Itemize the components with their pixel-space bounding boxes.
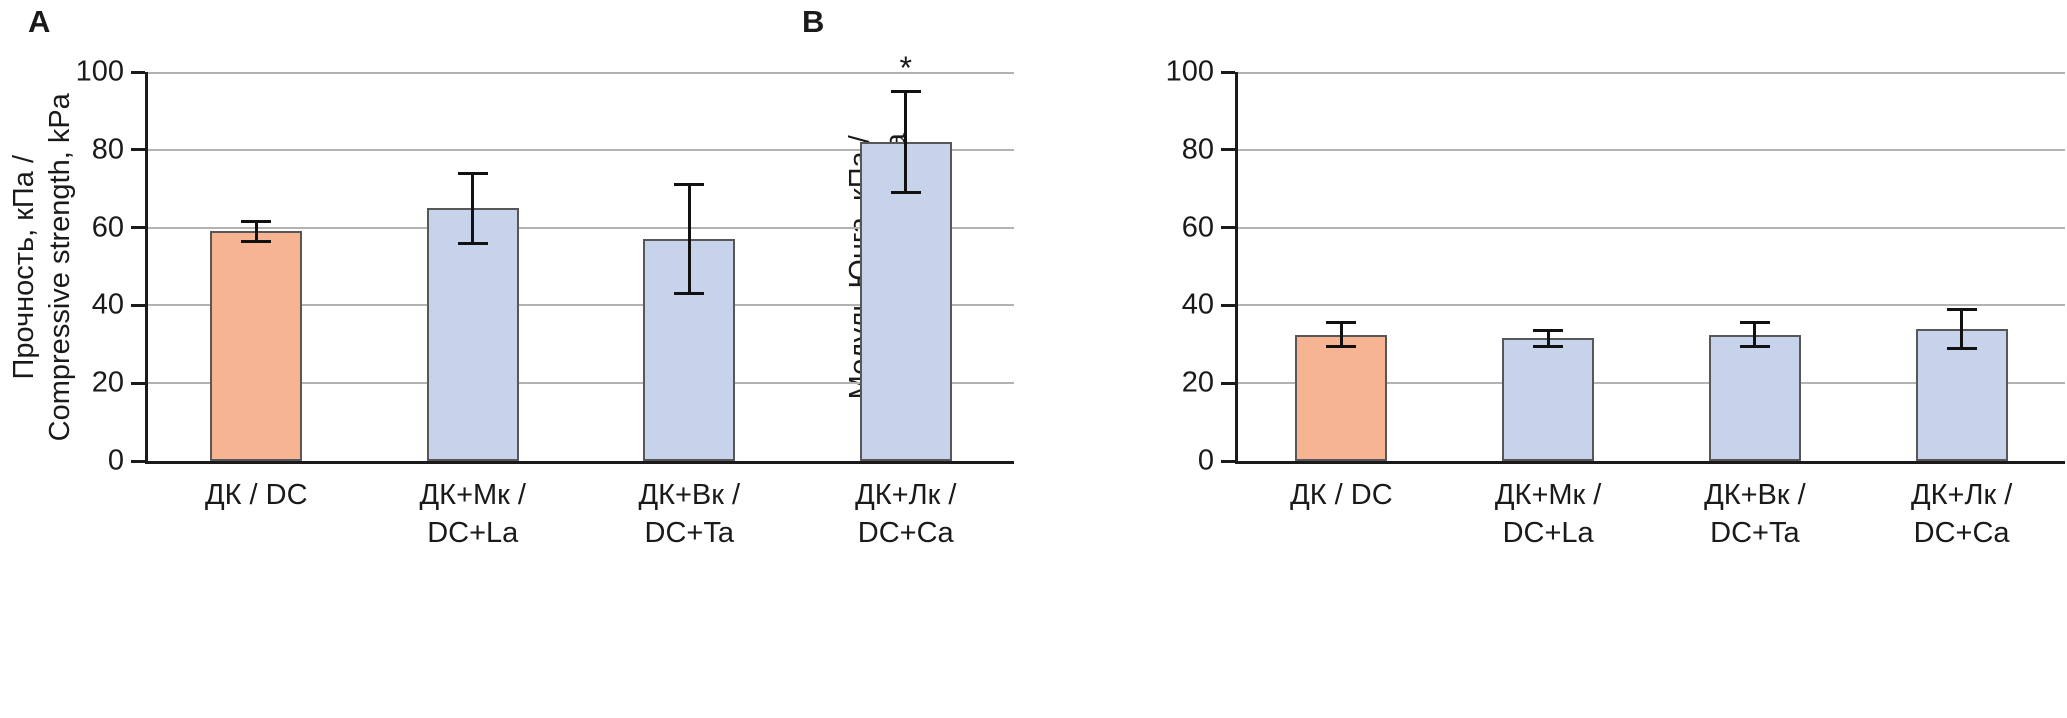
error-bar-cap xyxy=(457,171,488,175)
bar xyxy=(859,142,952,461)
error-bar-cap xyxy=(1739,344,1770,348)
y-tick-label: 100 xyxy=(75,55,124,88)
x-tick-label: ДК+Лк / DC+Ca xyxy=(1910,479,2013,549)
panel-b-label: B xyxy=(802,4,825,39)
error-bar-cap xyxy=(241,239,272,243)
y-tick-mark xyxy=(1221,70,1235,74)
y-tick-mark xyxy=(131,459,145,463)
gridline xyxy=(1238,304,2065,307)
y-tick-mark xyxy=(1221,148,1235,152)
error-bar-cap xyxy=(1946,307,1977,311)
y-tick-mark xyxy=(131,381,145,385)
bar xyxy=(1708,334,1801,461)
plot-area-b: 0 20 40 60 80 100 ДК / DC ДК+Мк / DC+La ДК+Вк / DC… xyxy=(1166,56,2065,549)
bar xyxy=(210,231,303,461)
x-tick-label: ДК+Мк / DC+La xyxy=(1494,479,1602,549)
error-bar xyxy=(904,91,908,193)
error-bar xyxy=(687,184,691,294)
panel-a-label: A xyxy=(28,4,51,39)
y-tick-label: 80 xyxy=(91,133,124,166)
error-bar xyxy=(1339,322,1343,347)
y-tick-label: 0 xyxy=(1197,444,1214,477)
bar xyxy=(1915,328,2008,461)
y-tick-mark xyxy=(131,303,145,307)
gridline xyxy=(148,148,1014,151)
error-bar-cap xyxy=(1946,346,1977,350)
error-bar-cap xyxy=(674,292,705,296)
error-bar-cap xyxy=(1326,344,1357,348)
error-bar xyxy=(471,173,475,244)
y-tick-mark xyxy=(1221,381,1235,385)
bar xyxy=(1502,338,1595,461)
error-bar-cap xyxy=(241,220,272,224)
significance-star: * xyxy=(899,50,912,87)
y-tick-label: 80 xyxy=(1181,133,1214,166)
plot-area-a: 0 20 40 60 80 100 ДК / DC ДК+Мк / DC+La ДК+Вк / DC… xyxy=(76,50,1014,549)
y-tick-mark xyxy=(1221,303,1235,307)
error-bar-cap xyxy=(1739,321,1770,325)
y-tick-mark xyxy=(131,226,145,230)
gridline xyxy=(148,72,1014,74)
error-bar-cap xyxy=(1326,321,1357,325)
error-bar-cap xyxy=(1533,344,1564,348)
error-bar-cap xyxy=(890,191,921,195)
error-bar xyxy=(1960,309,1964,349)
y-tick-label: 60 xyxy=(91,211,124,244)
y-tick-label: 20 xyxy=(91,366,124,399)
y-tick-mark xyxy=(1221,226,1235,230)
error-bar-cap xyxy=(1533,329,1564,333)
y-tick-mark xyxy=(131,70,145,74)
error-bar-cap xyxy=(674,183,705,187)
error-bar-cap xyxy=(457,241,488,245)
gridline xyxy=(1238,382,2065,385)
gridline xyxy=(148,226,1014,229)
y-tick-label: 20 xyxy=(1181,366,1214,399)
x-tick-label: ДК+Мк / DC+La xyxy=(419,479,526,549)
error-bar xyxy=(1753,322,1757,347)
y-tick-label: 40 xyxy=(1181,288,1214,321)
gridline xyxy=(1238,148,2065,151)
error-bar xyxy=(254,221,258,242)
y-tick-mark xyxy=(1221,459,1235,463)
y-tick-label: 60 xyxy=(1181,211,1214,244)
y-tick-label: 100 xyxy=(1165,55,1214,88)
x-tick-label: ДК / DC xyxy=(1290,479,1393,511)
bar xyxy=(426,208,519,461)
error-bar xyxy=(1546,330,1550,347)
gridline xyxy=(1238,226,2065,229)
error-bar-cap xyxy=(890,89,921,93)
x-tick-label: ДК+Лк / DC+Ca xyxy=(855,479,957,549)
x-tick-label: ДК / DC xyxy=(204,479,308,511)
y-tick-label: 0 xyxy=(107,444,124,477)
bar xyxy=(1295,334,1388,461)
gridline xyxy=(1238,72,2065,74)
y-tick-mark xyxy=(131,148,145,152)
gridline xyxy=(148,382,1014,385)
gridline xyxy=(148,304,1014,307)
y-tick-label: 40 xyxy=(91,288,124,321)
x-tick-label: ДК+Вк / DC+Ta xyxy=(1704,479,1806,549)
x-tick-label: ДК+Вк / DC+Ta xyxy=(638,479,741,549)
